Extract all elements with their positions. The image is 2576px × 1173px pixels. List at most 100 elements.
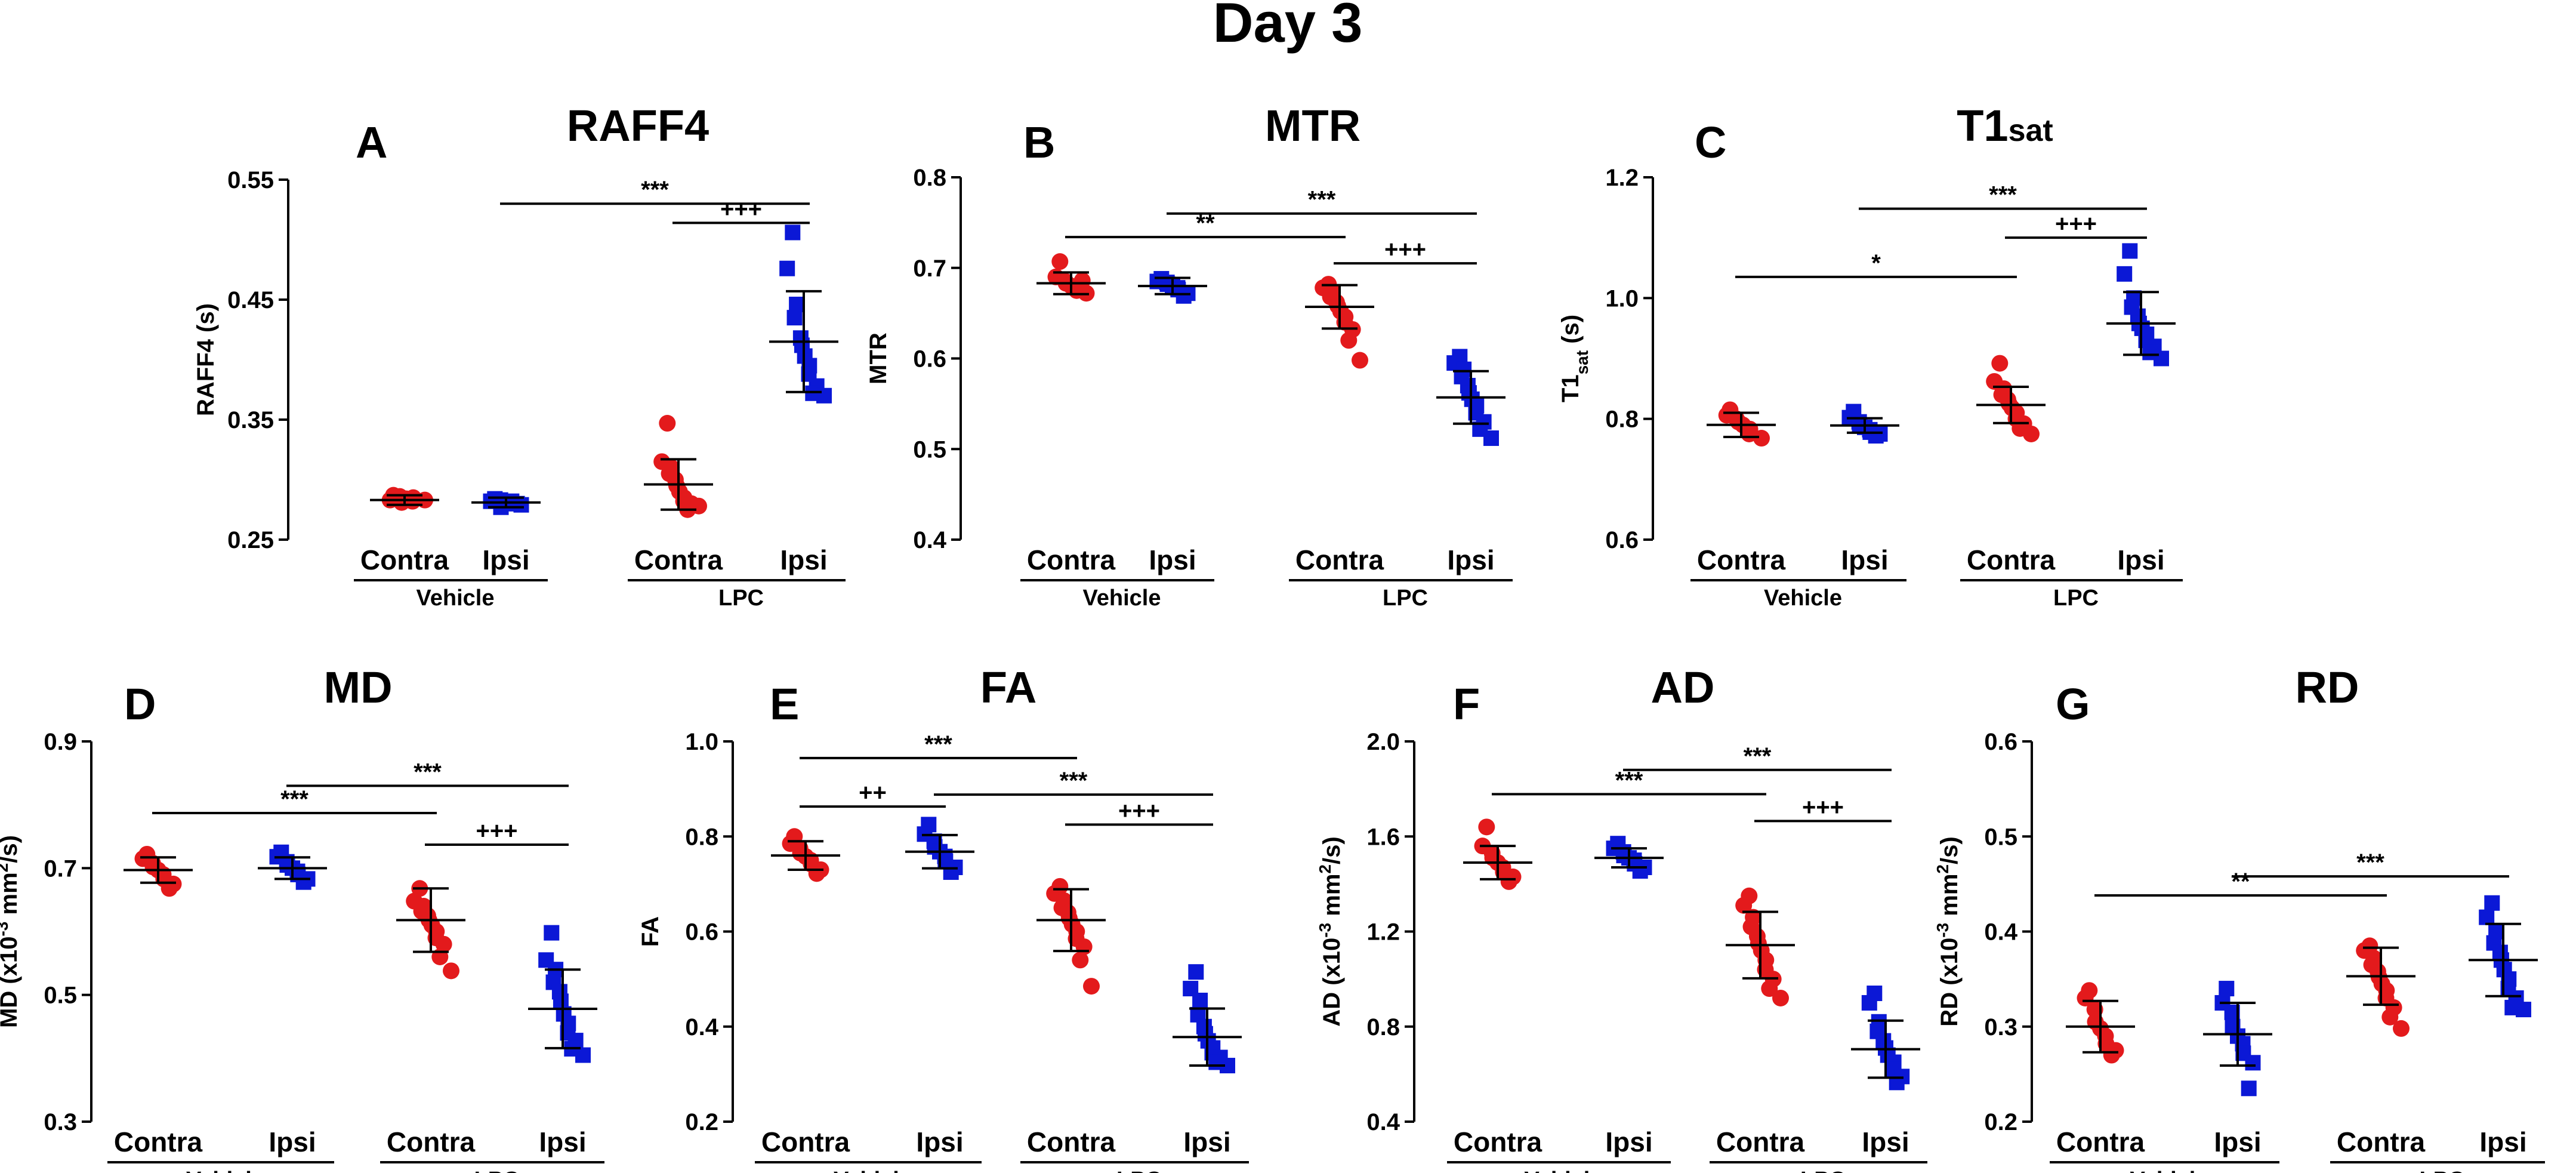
significance-label: *: [1871, 250, 1881, 276]
data-point: [1868, 427, 1884, 444]
significance-label: ***: [1744, 743, 1772, 769]
significance-label: ***: [414, 759, 442, 785]
data-point: [2516, 1002, 2531, 1018]
y-tick-label: 0.4: [685, 1014, 718, 1040]
y-tick-label: 0.8: [1605, 407, 1639, 433]
y-axis-label: T1sat (s): [1557, 315, 1591, 402]
x-tick-label: Contra: [1967, 544, 2056, 575]
data-point: [435, 935, 452, 953]
panel-c: C T1sat 0.6 0.8 1.0 1.2 T1sat (s) *** +++ * Contra…: [1557, 101, 2183, 611]
data-point: [816, 387, 832, 404]
group-label: LPC: [2420, 1168, 2465, 1173]
y-axis-label: FA: [637, 916, 664, 947]
significance-label: ***: [280, 786, 308, 812]
y-tick-label: 0.4: [913, 527, 946, 553]
y-tick-label: 1.2: [1366, 919, 1400, 946]
significance-label: ++: [859, 780, 887, 806]
x-tick-label: Ipsi: [1149, 544, 1196, 575]
x-tick-label: Contra: [1027, 1126, 1116, 1157]
data-point: [1861, 995, 1877, 1011]
significance-label: +++: [1118, 798, 1160, 824]
x-tick-label: Ipsi: [1862, 1126, 1909, 1157]
panel-a: A RAFF4 0.25 0.35 0.45 0.55 RAFF4 (s) *** +++ Con…: [193, 101, 846, 611]
group-label: Vehicle: [417, 586, 495, 611]
x-tick-label: Contra: [634, 544, 723, 575]
y-tick-label: 0.35: [227, 407, 274, 433]
data-point: [786, 310, 803, 326]
panel-d: D MD 0.3 0.5 0.7 0.9 MD (x10-3 mm2/s) *** *** +++…: [0, 663, 604, 1173]
significance-label: **: [2231, 869, 2250, 895]
y-tick-label: 0.6: [1984, 729, 2017, 755]
group-label: LPC: [1800, 1168, 1846, 1173]
panel-e: E FA0.20.40.60.81.0FA******+++++Contra Ips…: [637, 663, 1249, 1173]
x-tick-label: Contra: [1697, 544, 1786, 575]
panel-title: RAFF4: [567, 101, 709, 150]
data-point: [161, 880, 178, 897]
data-point: [2484, 895, 2500, 911]
data-point: [1483, 430, 1499, 447]
y-tick-label: 0.25: [227, 527, 274, 553]
significance-label: +++: [1802, 794, 1844, 820]
x-tick-label: Ipsi: [269, 1126, 316, 1157]
x-tick-label: Contra: [360, 544, 449, 575]
y-axis-label: RAFF4 (s): [193, 303, 219, 416]
group-label: LPC: [474, 1168, 520, 1173]
y-tick-label: 0.5: [913, 436, 946, 463]
panel-letter: G: [2056, 679, 2090, 729]
y-tick-label: 1.2: [1605, 165, 1639, 191]
data-point: [779, 260, 795, 276]
y-tick-label: 0.8: [685, 824, 718, 850]
x-tick-label: Ipsi: [482, 544, 529, 575]
y-tick-label: 1.0: [1605, 285, 1639, 312]
panel-title: RD: [2296, 663, 2359, 712]
data-point: [659, 415, 676, 432]
data-point: [1051, 253, 1069, 270]
data-point: [2154, 350, 2169, 367]
y-tick-label: 0.8: [1366, 1014, 1400, 1040]
panel-title: AD: [1651, 663, 1715, 712]
data-point: [295, 874, 311, 890]
group-label: Vehicle: [2130, 1168, 2208, 1173]
data-point: [2381, 1008, 2399, 1026]
y-tick-label: 0.7: [44, 855, 77, 882]
x-tick-label: Contra: [1716, 1126, 1805, 1157]
data-point: [1991, 355, 2009, 372]
data-point: [1735, 897, 1753, 914]
panel-f: F AD 0.4 0.8 1.2 1.6 2.0 AD (x10-3 mm2/s) *** ***…: [1316, 663, 1927, 1173]
y-tick-label: 0.6: [1605, 527, 1639, 553]
data-point: [1192, 992, 1208, 1008]
data-point: [943, 864, 959, 880]
data-point: [1176, 288, 1192, 304]
data-point: [2122, 243, 2138, 259]
data-point: [1761, 980, 1778, 997]
x-tick-label: Contra: [387, 1126, 476, 1157]
data-point: [2086, 1001, 2103, 1018]
panel-title: MTR: [1265, 101, 1361, 150]
significance-label: ***: [1060, 768, 1088, 794]
y-tick-label: 0.2: [685, 1109, 718, 1135]
y-tick-label: 0.6: [685, 919, 718, 946]
y-tick-label: 0.2: [1984, 1109, 2017, 1135]
group-label: Vehicle: [1525, 1168, 1603, 1173]
panel-title: FA: [980, 663, 1037, 712]
x-tick-label: Ipsi: [2479, 1126, 2526, 1157]
data-point: [544, 925, 560, 941]
y-axis-label: MD (x10-3 mm2/s): [0, 835, 22, 1028]
data-point: [1753, 430, 1770, 447]
group-label: LPC: [2053, 586, 2099, 611]
y-tick-label: 0.3: [44, 1109, 77, 1135]
y-axis-label: MTR: [865, 332, 891, 384]
panel-title: MD: [323, 663, 392, 712]
y-tick-label: 2.0: [1366, 729, 1400, 755]
data-point: [785, 224, 801, 241]
x-tick-label: Ipsi: [2117, 544, 2164, 575]
data-point: [2393, 1020, 2410, 1037]
data-point: [1340, 332, 1358, 349]
x-tick-label: Contra: [1295, 544, 1384, 575]
y-tick-label: 0.3: [1984, 1014, 2017, 1040]
y-axis-label: RD (x10-3 mm2/s): [1933, 836, 1963, 1026]
panel-letter: B: [1023, 118, 1055, 167]
y-tick-label: 1.0: [685, 729, 718, 755]
y-tick-label: 0.7: [913, 255, 946, 282]
